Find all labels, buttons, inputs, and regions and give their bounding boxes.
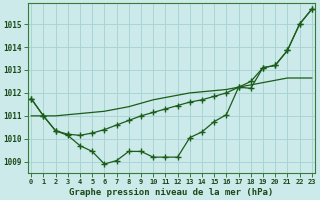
X-axis label: Graphe pression niveau de la mer (hPa): Graphe pression niveau de la mer (hPa) <box>69 188 274 197</box>
